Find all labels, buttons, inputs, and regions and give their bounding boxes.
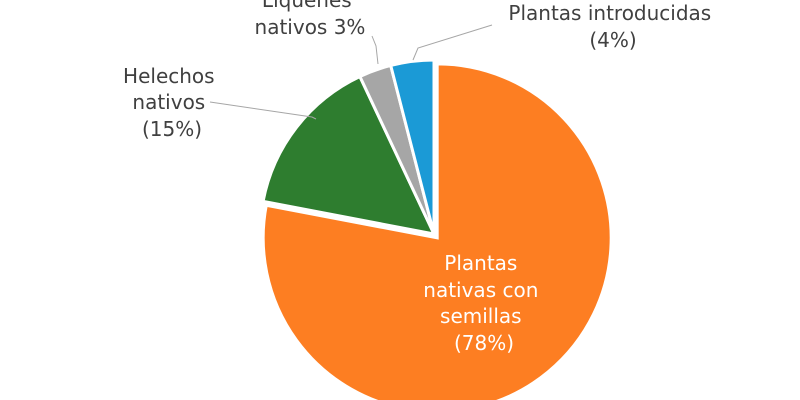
slice-helechos bbox=[261, 74, 437, 237]
slice-labels: Plantas nativas con semillas (78%) Helec… bbox=[123, 0, 717, 355]
leader-line-helechos bbox=[209, 101, 317, 120]
leader-line-liquenes bbox=[371, 35, 379, 65]
slice-introducidas bbox=[388, 58, 436, 235]
leader-line-introducidas bbox=[412, 24, 493, 61]
label-introducidas: Plantas introducidas (4%) bbox=[508, 1, 717, 52]
leader-lines bbox=[209, 24, 493, 120]
label-liquenes: Líquenes nativos 3% bbox=[255, 0, 366, 39]
label-helechos: Helechos nativos (15%) bbox=[123, 64, 221, 141]
slice-plantas-nativas bbox=[261, 62, 613, 400]
label-plantas-nativas: Plantas nativas con semillas (78%) bbox=[423, 251, 544, 355]
pie-slices bbox=[261, 58, 613, 400]
